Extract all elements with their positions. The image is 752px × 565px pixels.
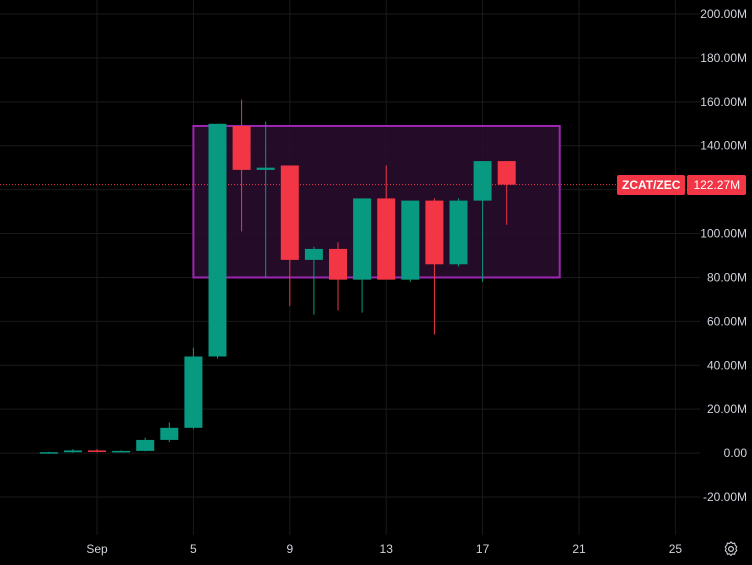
candle-body (184, 356, 203, 428)
y-tick-label: 20.00M (707, 402, 747, 416)
candle-body (497, 161, 516, 185)
range-box-layer (192, 124, 561, 279)
y-tick-label: -20.00M (703, 490, 747, 504)
y-tick-label: 200.00M (700, 7, 747, 21)
x-tick-label: 13 (380, 542, 394, 556)
x-tick-label: 21 (572, 542, 586, 556)
candle-body (208, 123, 227, 357)
x-tick-label: 5 (190, 542, 197, 556)
candle-body (88, 450, 106, 452)
candle-body (401, 200, 420, 280)
candle-body (232, 125, 251, 170)
y-tick-label: 40.00M (707, 358, 747, 372)
candle-body (353, 198, 372, 280)
candle-body (449, 200, 468, 265)
candle-body (425, 200, 444, 265)
last-price-value: 122.27M (687, 175, 747, 195)
y-tick-label: 60.00M (707, 314, 747, 328)
candle-body (304, 248, 323, 260)
candle-body (160, 427, 179, 440)
y-tick-label: 80.00M (707, 270, 747, 284)
range-box (192, 124, 561, 279)
candle-body (329, 248, 347, 280)
candle-body (136, 439, 155, 451)
candle-body (39, 452, 58, 454)
y-tick-label: 140.00M (700, 139, 747, 153)
candle-body (112, 450, 131, 453)
x-tick-label: 9 (286, 542, 293, 556)
y-tick-label: 100.00M (700, 227, 747, 241)
y-tick-label: 180.00M (700, 51, 747, 65)
x-axis: Sep 5 9 13 17 21 25 (86, 542, 682, 556)
last-price-tag: ZCAT/ZEC 122.27M (617, 175, 747, 195)
y-axis: -20.00M 0.00 20.00M 40.00M 60.00M 80.00M 100.0… (700, 7, 747, 504)
gear-icon[interactable] (722, 540, 740, 558)
candle-body (473, 161, 492, 201)
candles-layer (39, 99, 516, 454)
x-tick-label: 17 (476, 542, 490, 556)
x-tick-label: 25 (669, 542, 683, 556)
candle-body (377, 198, 396, 280)
symbol-label: ZCAT/ZEC (617, 175, 686, 195)
candle-body (63, 450, 82, 453)
y-tick-label: 0.00 (724, 446, 748, 460)
y-tick-label: 160.00M (700, 95, 747, 109)
candle-body (256, 167, 275, 170)
x-tick-label: Sep (86, 542, 108, 556)
candle-body (280, 165, 299, 260)
